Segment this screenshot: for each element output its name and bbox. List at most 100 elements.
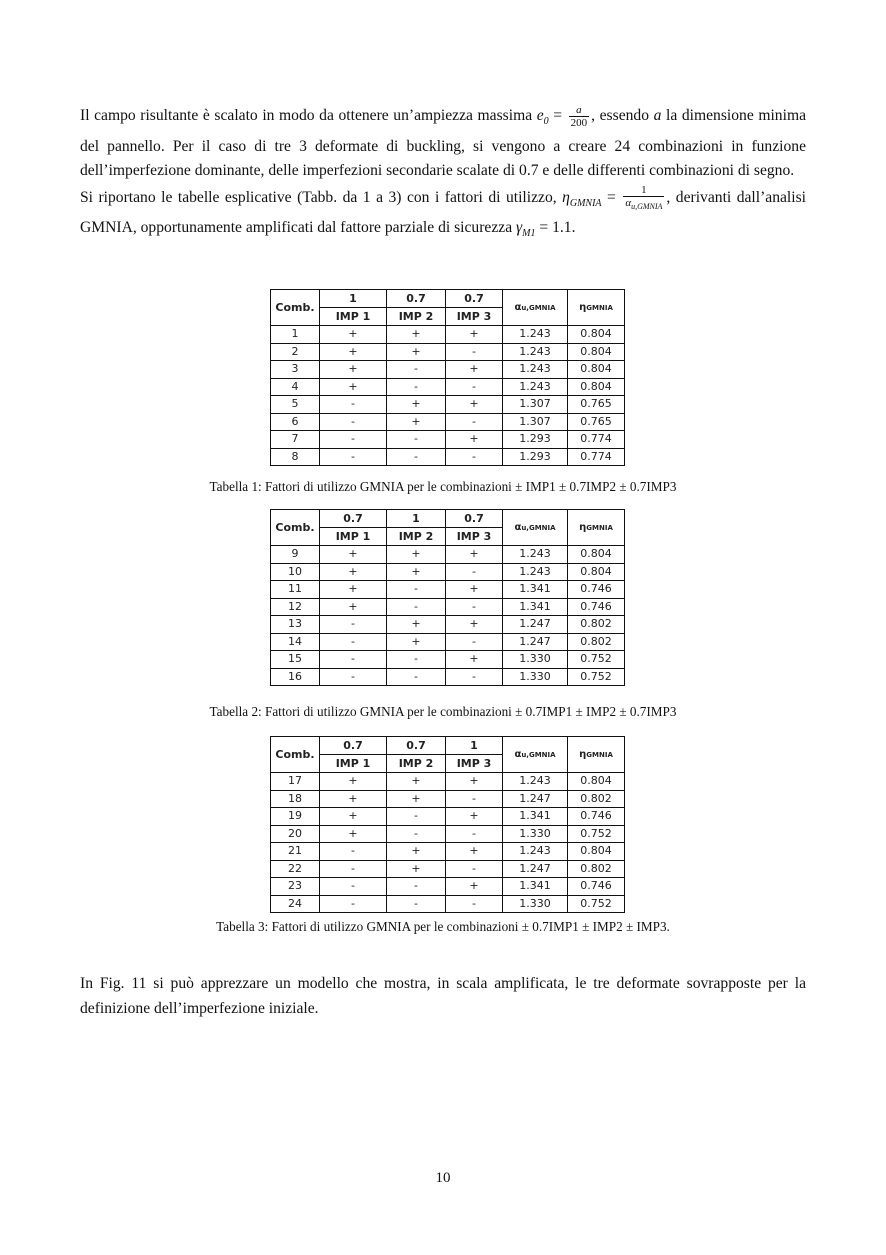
table-cell: -	[386, 877, 446, 896]
table-row: 13- + +1.247 0.802	[270, 615, 625, 634]
table-row: 11 + - +1.341 0.746	[270, 580, 625, 599]
table-cell: -	[319, 615, 387, 634]
closing-paragraph: In Fig. 11 si può apprezzare un modello …	[80, 975, 806, 1017]
header-row: Comb. 0.7 1 0.7 αu,GMNIA ηGMNIA	[270, 509, 625, 546]
header-imp: IMP 2	[386, 527, 446, 546]
table-cell: 0.804	[567, 377, 625, 396]
table-row: 14- + -1.247 0.802	[270, 632, 625, 651]
table-cell: 1.247	[502, 789, 568, 808]
table-cell: 2	[270, 342, 320, 361]
table-row: 8- - -1.293 0.774	[270, 447, 625, 466]
table-cell: -	[319, 412, 387, 431]
table-row: 22- + -1.247 0.802	[270, 859, 625, 878]
table-cell: -	[319, 842, 387, 861]
header-factor: 0.7	[445, 289, 503, 308]
table-cell: 0.802	[567, 789, 625, 808]
table-cell: -	[319, 667, 387, 686]
table-cell: 0.802	[567, 615, 625, 634]
table-cell: +	[386, 859, 446, 878]
table-cell: 19	[270, 807, 320, 826]
table-cell: +	[445, 580, 503, 599]
table-row: 4 + - -1.243 0.804	[270, 377, 625, 396]
table-cell: +	[386, 395, 446, 414]
text: la dimensione minima del pannello. Per i…	[80, 107, 806, 180]
table-cell: 0.752	[567, 650, 625, 669]
table-cell: 0.804	[567, 842, 625, 861]
table-cell: 1.243	[502, 360, 568, 379]
table-cell: -	[445, 342, 503, 361]
table-cell: -	[445, 377, 503, 396]
table-cell: -	[386, 580, 446, 599]
table-cell: 1.341	[502, 877, 568, 896]
table-cell: -	[445, 562, 503, 581]
table-cell: 15	[270, 650, 320, 669]
table-cell: +	[445, 395, 503, 414]
table-cell: 18	[270, 789, 320, 808]
table-cell: -	[386, 447, 446, 466]
table-cell: +	[319, 807, 387, 826]
table-cell: 1	[270, 325, 320, 344]
header-imp: IMP 3	[445, 307, 503, 326]
table-row: 20 + - -1.330 0.752	[270, 824, 625, 843]
header-alpha: αu,GMNIA	[502, 509, 568, 546]
table-cell: -	[386, 807, 446, 826]
header-factor: 0.7	[319, 736, 387, 755]
table-cell: 6	[270, 412, 320, 431]
table-cell: 1.330	[502, 824, 568, 843]
table-cell: +	[319, 597, 387, 616]
table-row: 17 + + +1.243 0.804	[270, 772, 625, 791]
table-row: 19 + - +1.341 0.746	[270, 807, 625, 826]
header-imp: IMP 1	[319, 527, 387, 546]
table-row: 16- - -1.330 0.752	[270, 667, 625, 686]
table-cell: -	[386, 894, 446, 913]
table-row: 1 + + +1.243 0.804	[270, 325, 625, 344]
table-cell: -	[386, 667, 446, 686]
table-row: 10 + + -1.243 0.804	[270, 562, 625, 581]
table-caption: Tabella 1: Fattori di utilizzo GMNIA per…	[209, 479, 677, 494]
table-cell: 23	[270, 877, 320, 896]
table-cell: 0.804	[567, 772, 625, 791]
table-caption: Tabella 2: Fattori di utilizzo GMNIA per…	[209, 704, 677, 719]
table-row: 3 + - +1.243 0.804	[270, 360, 625, 379]
table-cell: -	[319, 877, 387, 896]
table-cell: 1.330	[502, 650, 568, 669]
table-cell: 9	[270, 545, 320, 564]
table-row: 2 + + -1.243 0.804	[270, 342, 625, 361]
table-cell: 22	[270, 859, 320, 878]
table-cell: +	[386, 772, 446, 791]
table-cell: 4	[270, 377, 320, 396]
table-cell: 1.341	[502, 580, 568, 599]
table-cell: 11	[270, 580, 320, 599]
table-cell: 0.746	[567, 877, 625, 896]
table-cell: 0.804	[567, 342, 625, 361]
table-cell: 0.746	[567, 597, 625, 616]
table-cell: +	[386, 412, 446, 431]
table-cell: -	[386, 430, 446, 449]
gamma-symbol: γM1	[516, 219, 536, 240]
header-row: Comb. 1 0.7 0.7 αu,GMNIA ηGMNIA	[270, 289, 625, 326]
table-row: 21- + +1.243 0.804	[270, 842, 625, 861]
table-cell: 0.746	[567, 807, 625, 826]
table-cell: -	[445, 859, 503, 878]
table-cell: 0.804	[567, 325, 625, 344]
table-cell: -	[386, 597, 446, 616]
table-cell: +	[319, 325, 387, 344]
table-cell: 20	[270, 824, 320, 843]
table-cell: +	[386, 545, 446, 564]
table-cell: 1.243	[502, 562, 568, 581]
table-cell: 0.765	[567, 412, 625, 431]
table-cell: 24	[270, 894, 320, 913]
table-cell: 8	[270, 447, 320, 466]
text: , derivanti dall’analisi GMNIA, opportun…	[80, 188, 806, 237]
table-cell: 14	[270, 632, 320, 651]
table-cell: 0.752	[567, 824, 625, 843]
header-row: IMP 1 IMP 2 IMP 3	[271, 527, 625, 546]
table-cell: -	[319, 395, 387, 414]
table-cell: 1.243	[502, 545, 568, 564]
table-cell: -	[445, 894, 503, 913]
header-row: Comb. 0.7 0.7 1 αu,GMNIA ηGMNIA	[270, 736, 625, 773]
header-eta: ηGMNIA	[567, 736, 625, 773]
table-cell: 0.752	[567, 667, 625, 686]
header-imp: IMP 3	[445, 527, 503, 546]
table-cell: -	[445, 632, 503, 651]
